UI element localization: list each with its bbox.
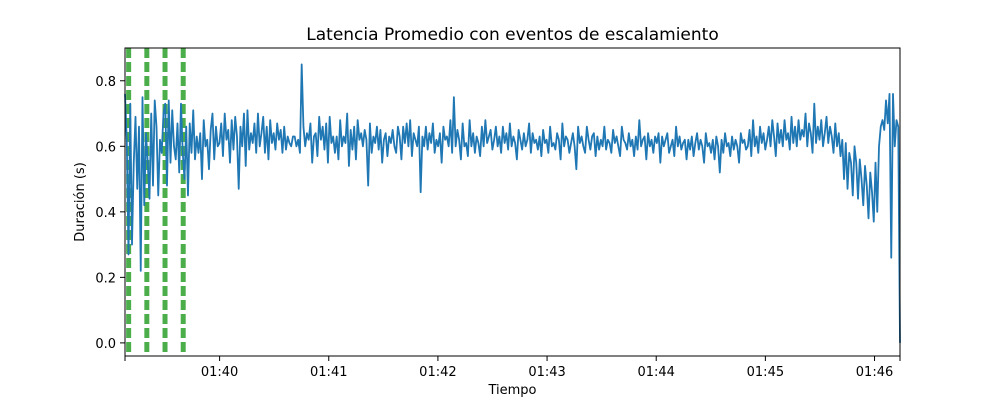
x-tick-label: 01:43 — [528, 365, 565, 380]
y-tick-label: 0.6 — [95, 140, 116, 155]
x-tick-label: 01:40 — [201, 365, 238, 380]
y-tick-label: 0.2 — [95, 271, 116, 286]
x-axis: 01:40 01:41 01:42 01:43 01:44 01:45 01:46 — [124, 356, 901, 380]
plot-frame — [124, 47, 901, 357]
y-axis-title: Duración (s) — [73, 162, 88, 242]
x-tick-label: 01:46 — [856, 365, 893, 380]
y-tick-label: 0.4 — [95, 206, 116, 221]
x-tick-label: 01:44 — [637, 365, 674, 380]
x-tick-label: 01:41 — [310, 365, 347, 380]
scaling-events — [126, 48, 186, 356]
x-tick-label: 01:42 — [419, 365, 456, 380]
x-axis-title: Tiempo — [487, 383, 536, 398]
y-tick-label: 0.0 — [95, 337, 116, 352]
chart-title: Latencia Promedio con eventos de escalam… — [306, 25, 718, 45]
y-axis: 0.0 0.2 0.4 0.6 0.8 — [95, 75, 125, 352]
latency-series-line — [124, 63, 901, 343]
x-tick-label: 01:45 — [747, 365, 784, 380]
y-tick-label: 0.8 — [95, 75, 116, 90]
